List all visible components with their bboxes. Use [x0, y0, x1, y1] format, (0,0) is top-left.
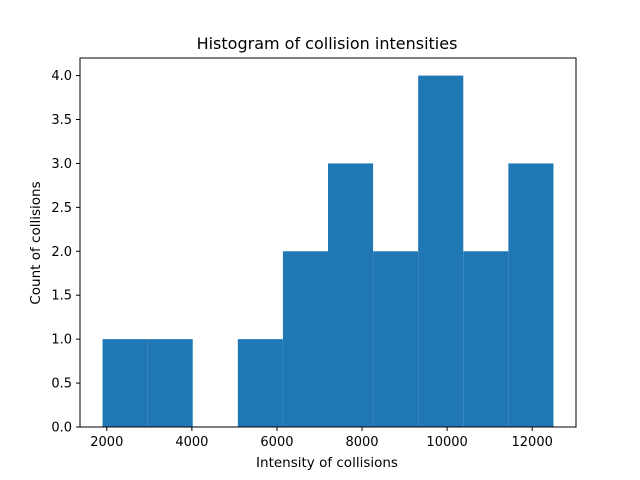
histogram-bar — [282, 251, 328, 427]
x-tick-label: 10000 — [426, 435, 467, 450]
axes-group: 2000 4000 6000 8000 10000 12000 0.0 0.5 1.0 1.5 2.… — [51, 57, 577, 450]
x-axis-title: Intensity of collisions — [256, 455, 398, 471]
x-tick-label: 8000 — [345, 435, 378, 450]
bars-group — [102, 75, 554, 428]
y-axis-title: Count of collisions — [28, 181, 44, 304]
y-tick-label: 4.0 — [51, 69, 72, 84]
y-tick-label: 2.5 — [51, 201, 72, 216]
y-tick-label: 0.5 — [51, 377, 72, 392]
histogram-bar — [237, 339, 283, 427]
y-tick-label: 1.0 — [51, 333, 72, 348]
y-tick-label: 1.5 — [51, 289, 72, 304]
chart-title: Histogram of collision intensities — [197, 34, 458, 53]
histogram-bar — [373, 251, 419, 427]
x-tick-label: 2000 — [90, 435, 123, 450]
histogram-bar — [508, 163, 554, 427]
plot-frame — [79, 57, 577, 428]
histogram-bar — [328, 163, 374, 427]
y-tick-label: 3.0 — [51, 157, 72, 172]
histogram-bar — [147, 339, 193, 427]
histogram-bar — [418, 75, 464, 428]
y-tick-label: 2.0 — [51, 245, 72, 260]
x-tick-label: 4000 — [175, 435, 208, 450]
y-tick-label: 0.0 — [51, 421, 72, 436]
x-tick-label: 6000 — [260, 435, 293, 450]
histogram-bar — [463, 251, 509, 427]
histogram-bar — [102, 339, 148, 427]
y-tick-label: 3.5 — [51, 113, 72, 128]
x-tick-label: 12000 — [512, 435, 553, 450]
